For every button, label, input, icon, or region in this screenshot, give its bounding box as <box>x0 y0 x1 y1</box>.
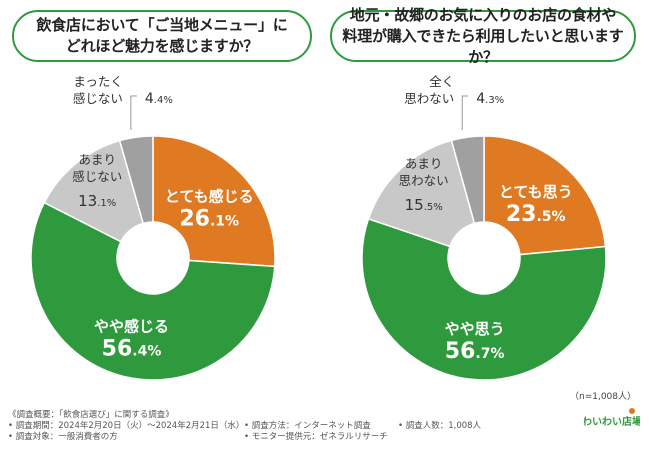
logo-text: わいわい店場 <box>584 415 640 428</box>
logo-dot-icon <box>629 408 635 414</box>
slice-category-label: あまり思わない <box>399 156 449 188</box>
slice-category-label: とても感じる <box>165 188 254 206</box>
footer-provider: • モニター提供元：ゼネラルリサーチ <box>244 432 388 442</box>
leader-line <box>461 95 469 130</box>
slice-category-label: あまり感じない <box>72 152 122 184</box>
question-1-text: 飲食店において「ご当地メニュー」に どれほど魅力を感じますか？ <box>36 16 288 55</box>
slice-category-label: 全く思わない <box>404 74 454 106</box>
slice-value-label: 26.1% <box>179 207 239 232</box>
slice-category-label: とても思う <box>499 183 573 201</box>
question-1-box: 飲食店において「ご当地メニュー」に どれほど魅力を感じますか？ <box>12 10 312 62</box>
slice-value-label: 56.7% <box>445 339 505 364</box>
leader-line <box>130 95 137 130</box>
sample-size-note: （n=1,008人） <box>569 392 636 402</box>
survey-footer: 《調査概要：「飲食店選び」に関する調査》 • 調査期間：2024年2月20日（火… <box>8 410 568 446</box>
slice-category-label: まったく感じない <box>73 74 123 106</box>
footer-title: 《調査概要：「飲食店選び」に関する調査》 <box>8 410 174 420</box>
footer-period: • 調査期間：2024年2月20日（火）～2024年2月21日（水） <box>8 421 245 431</box>
brand-logo: わいわい店場 <box>584 408 640 428</box>
footer-people: • 調査人数：1,008人 <box>398 421 482 431</box>
footer-target: • 調査対象：一般消費者の方 <box>8 432 118 442</box>
slice-value-label: 23.5% <box>506 202 566 227</box>
slice-value-label: 13.1% <box>78 192 116 210</box>
slice-value-label: 4.3% <box>476 91 504 107</box>
slice-category-label: やや感じる <box>94 318 169 336</box>
question-2-box: 地元・故郷のお気に入りのお店の食材や 料理が購入できたら利用したいと思いますか？ <box>330 6 636 66</box>
question-2-text: 地元・故郷のお気に入りのお店の食材や 料理が購入できたら利用したいと思いますか？ <box>342 5 624 66</box>
footer-method: • 調査方法：インターネット調査 <box>244 421 371 431</box>
donut-hole <box>448 222 520 294</box>
slice-value-label: 4.4% <box>145 91 173 107</box>
slice-value-label: 56.4% <box>102 337 162 362</box>
slice-category-label: やや思う <box>445 320 505 338</box>
donut-hole <box>117 222 189 294</box>
slice-value-label: 15.5% <box>405 196 443 214</box>
